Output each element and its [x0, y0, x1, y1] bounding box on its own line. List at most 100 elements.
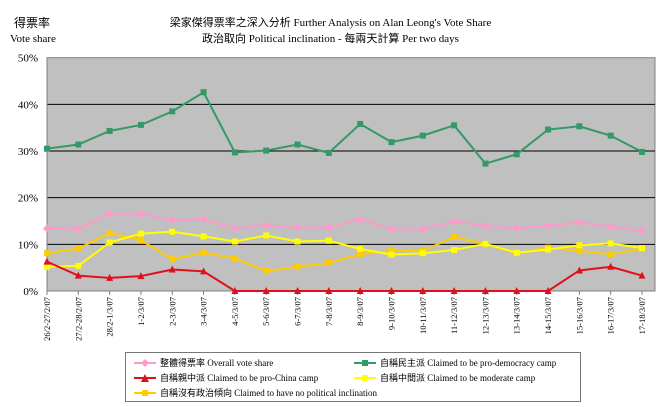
legend-item: 自稱沒有政治傾向 Claimed to have no political in… [134, 386, 377, 399]
data-point-0 [450, 217, 459, 226]
series-line-1 [46, 90, 643, 165]
x-tick-label: 2-3/3/07 [167, 297, 177, 326]
y-tick-label: 20% [18, 193, 38, 205]
data-point-1 [231, 149, 238, 156]
data-point-3 [576, 242, 583, 249]
data-point-0 [387, 225, 396, 234]
data-point-1 [325, 149, 332, 156]
x-tick-label: 9-10/3/07 [386, 297, 396, 330]
data-point-4 [576, 247, 583, 254]
x-tick-label: 5-6/3/07 [261, 297, 271, 326]
data-point-4 [325, 260, 332, 267]
data-point-3 [75, 262, 82, 269]
data-point-0 [418, 225, 427, 234]
data-point-0 [575, 218, 584, 227]
data-point-1 [576, 123, 583, 130]
x-tick-label: 1-2/3/07 [136, 297, 146, 326]
x-tick-label: 14-15/3/07 [543, 297, 553, 334]
data-point-1 [200, 89, 207, 96]
data-point-2 [74, 271, 82, 279]
x-tick-label: 11-12/3/07 [449, 297, 459, 334]
data-point-0 [199, 215, 208, 224]
legend-label: 自稱親中派 Claimed to be pro-China camp [160, 373, 319, 383]
data-point-4 [169, 256, 176, 263]
data-point-1 [513, 151, 520, 158]
data-point-4 [607, 251, 614, 258]
y-tick-label: 0% [23, 286, 38, 298]
x-tick-label: 26/2-27/2/07 [42, 297, 52, 341]
data-point-3 [325, 237, 332, 244]
data-point-1 [607, 132, 614, 139]
x-tick-label: 7-8/3/07 [324, 297, 334, 326]
series-line-0 [46, 212, 643, 232]
data-point-1 [75, 141, 82, 148]
data-point-0 [168, 216, 177, 225]
data-point-2 [607, 262, 615, 270]
data-point-3 [263, 232, 270, 239]
data-point-4 [231, 255, 238, 262]
series-line-2 [46, 260, 643, 292]
legend-marker-square-icon [354, 359, 376, 366]
data-point-1 [137, 121, 144, 128]
data-point-3 [482, 240, 489, 247]
data-point-2 [450, 287, 458, 294]
data-point-2 [356, 287, 364, 294]
x-tick-label: 8-9/3/07 [355, 297, 365, 326]
data-point-0 [606, 222, 615, 231]
y-tick-label: 30% [18, 146, 38, 158]
chart-title: 梁家傑得票率之深入分析 Further Analysis on Alan Leo… [169, 17, 492, 29]
data-point-1 [639, 148, 645, 155]
data-point-0 [74, 224, 83, 233]
data-point-0 [356, 215, 365, 224]
data-point-2 [481, 287, 489, 294]
data-point-0 [262, 221, 271, 230]
data-point-0 [638, 226, 646, 235]
data-point-4 [451, 233, 458, 240]
legend-item: 自稱民主派 Claimed to be pro-democracy camp [354, 356, 556, 369]
y-tick-label: 10% [18, 239, 38, 251]
data-point-0 [136, 210, 145, 219]
data-point-1 [169, 108, 176, 115]
legend-item: 整體得票率 Overall vote share [134, 356, 273, 369]
data-point-0 [230, 224, 239, 233]
data-point-2 [387, 287, 395, 294]
data-point-1 [482, 160, 489, 167]
data-point-1 [388, 139, 395, 146]
data-point-4 [357, 251, 364, 258]
legend-marker-diamond-icon [134, 358, 156, 367]
data-point-4 [137, 237, 144, 244]
data-point-2 [544, 287, 552, 294]
plot-background [46, 57, 656, 292]
data-point-0 [512, 224, 521, 233]
data-point-2 [294, 287, 302, 294]
x-tick-label: 10-11/3/07 [418, 297, 428, 334]
x-tick-label: 13-14/3/07 [512, 297, 522, 334]
data-point-4 [388, 247, 395, 254]
legend: 整體得票率 Overall vote share 自稱民主派 Claimed to… [125, 352, 581, 402]
legend-marker-square-icon [354, 374, 376, 381]
data-point-3 [44, 263, 50, 270]
data-point-4 [263, 267, 270, 274]
legend-label: 自稱民主派 Claimed to be pro-democracy camp [380, 358, 557, 368]
y-tick-label: 50% [18, 53, 38, 65]
x-tick-label: 12-13/3/07 [480, 297, 490, 334]
data-point-2 [168, 265, 176, 273]
data-point-4 [44, 250, 50, 257]
data-point-3 [106, 239, 113, 246]
data-point-1 [263, 147, 270, 154]
data-point-2 [43, 257, 51, 265]
data-point-1 [545, 126, 552, 133]
x-tick-label: 27/2-28/2/07 [73, 297, 83, 341]
data-point-0 [324, 223, 333, 232]
data-point-3 [419, 250, 426, 257]
data-point-1 [451, 122, 458, 129]
data-point-2 [200, 267, 208, 275]
data-point-4 [294, 263, 301, 270]
data-point-1 [419, 132, 426, 139]
x-tick-label: 28/2-1/3/07 [105, 297, 115, 337]
legend-label: 自稱中間派 Claimed to be moderate camp [380, 373, 536, 383]
data-point-3 [137, 230, 144, 237]
data-point-0 [43, 224, 51, 233]
x-tick-label: 17-18/3/07 [637, 297, 647, 334]
